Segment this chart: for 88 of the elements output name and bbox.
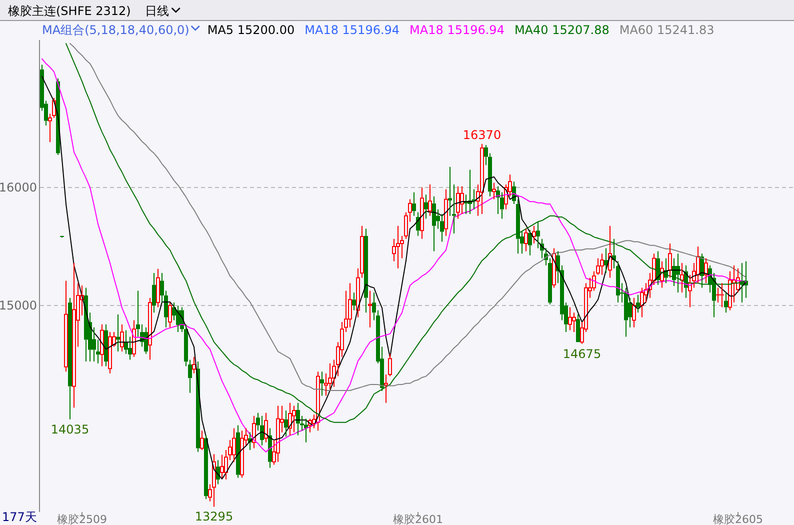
candlestick	[148, 297, 152, 360]
candlestick	[452, 184, 456, 234]
candlestick	[428, 184, 432, 216]
candlestick	[72, 262, 76, 408]
annotation: 14035	[50, 422, 90, 436]
candlestick	[232, 428, 236, 462]
candlestick	[260, 415, 264, 446]
candlestick	[524, 228, 528, 252]
candlestick	[552, 248, 556, 288]
candlestick	[604, 248, 608, 274]
annotation: 14675	[562, 346, 602, 361]
candlestick	[324, 372, 328, 396]
candlestick	[480, 143, 484, 215]
candlestick	[284, 410, 288, 437]
candlestick	[96, 339, 100, 364]
candlestick	[368, 290, 372, 328]
candlestick	[456, 186, 460, 220]
candlestick	[420, 187, 424, 240]
candlestick	[536, 221, 540, 249]
candlestick	[704, 258, 708, 284]
candlestick	[100, 324, 104, 367]
chart-subtitle: 日线	[144, 4, 169, 18]
candlestick	[396, 225, 400, 269]
candlestick	[144, 326, 148, 354]
x-tick-label: 橡胶2601	[393, 513, 443, 525]
candlestick	[528, 229, 532, 256]
candlestick	[696, 246, 700, 284]
annotation: 16370	[462, 128, 502, 142]
candlestick	[64, 280, 68, 372]
candlestick	[264, 412, 268, 443]
candlestick	[632, 297, 636, 328]
candlestick	[276, 405, 280, 462]
candlestick	[448, 166, 452, 216]
x-tick-label: 橡胶2509	[57, 513, 107, 525]
x-tick-label: 橡胶2605	[713, 513, 763, 525]
candlestick	[616, 260, 620, 304]
candlestick	[204, 434, 208, 500]
candlestick	[268, 428, 272, 468]
chart-title: 橡胶主连(SHFE 2312)	[8, 4, 131, 18]
candlestick	[296, 402, 300, 436]
candlestick	[568, 306, 572, 331]
candlestick	[108, 332, 112, 374]
candlestick	[724, 292, 728, 314]
candlestick	[460, 186, 464, 215]
candlestick	[168, 302, 172, 328]
candlestick	[624, 287, 628, 338]
candlestick	[68, 297, 72, 420]
candlestick	[348, 282, 352, 328]
candlestick	[292, 405, 296, 433]
candlestick	[124, 330, 128, 354]
legend-label: MA18 15196.94	[304, 23, 400, 37]
candlestick	[176, 305, 180, 333]
candlestick	[240, 430, 244, 478]
text: MA40 15207.88	[514, 23, 610, 37]
candlestick	[596, 258, 600, 276]
candlestick	[320, 371, 324, 396]
candlestick	[156, 268, 160, 308]
candlestick	[236, 424, 240, 478]
text: MA60 15241.83	[619, 23, 714, 37]
candlestick	[676, 253, 680, 294]
text: MA18 15196.94	[410, 23, 504, 37]
candlestick	[364, 228, 368, 314]
candlestick	[636, 294, 640, 314]
candlestick	[104, 324, 108, 367]
annotation: 13295	[194, 510, 234, 524]
y-tick-label: 15000	[0, 298, 37, 312]
candlestick	[328, 362, 332, 390]
candlestick	[224, 450, 228, 480]
text: MA组合(5,18,18,40,60,0)	[42, 23, 190, 37]
y-tick-label: 16000	[0, 180, 37, 194]
text: 177天	[2, 510, 37, 524]
candlestick	[84, 287, 88, 362]
candlestick	[120, 324, 124, 352]
candlestick	[668, 243, 672, 278]
candlestick	[548, 258, 552, 305]
candlestick	[412, 192, 416, 216]
candlestick	[500, 192, 504, 220]
candlestick	[432, 196, 436, 252]
candlestick	[440, 214, 444, 242]
candlestick	[600, 253, 604, 276]
candlestick	[352, 292, 356, 311]
candlestick	[152, 272, 156, 314]
candlestick	[424, 194, 428, 220]
candlestick	[220, 454, 224, 478]
text: MA5 15200.00	[207, 23, 295, 37]
candlestick	[640, 287, 644, 318]
candlestick	[128, 336, 132, 360]
candlestick	[444, 188, 448, 236]
